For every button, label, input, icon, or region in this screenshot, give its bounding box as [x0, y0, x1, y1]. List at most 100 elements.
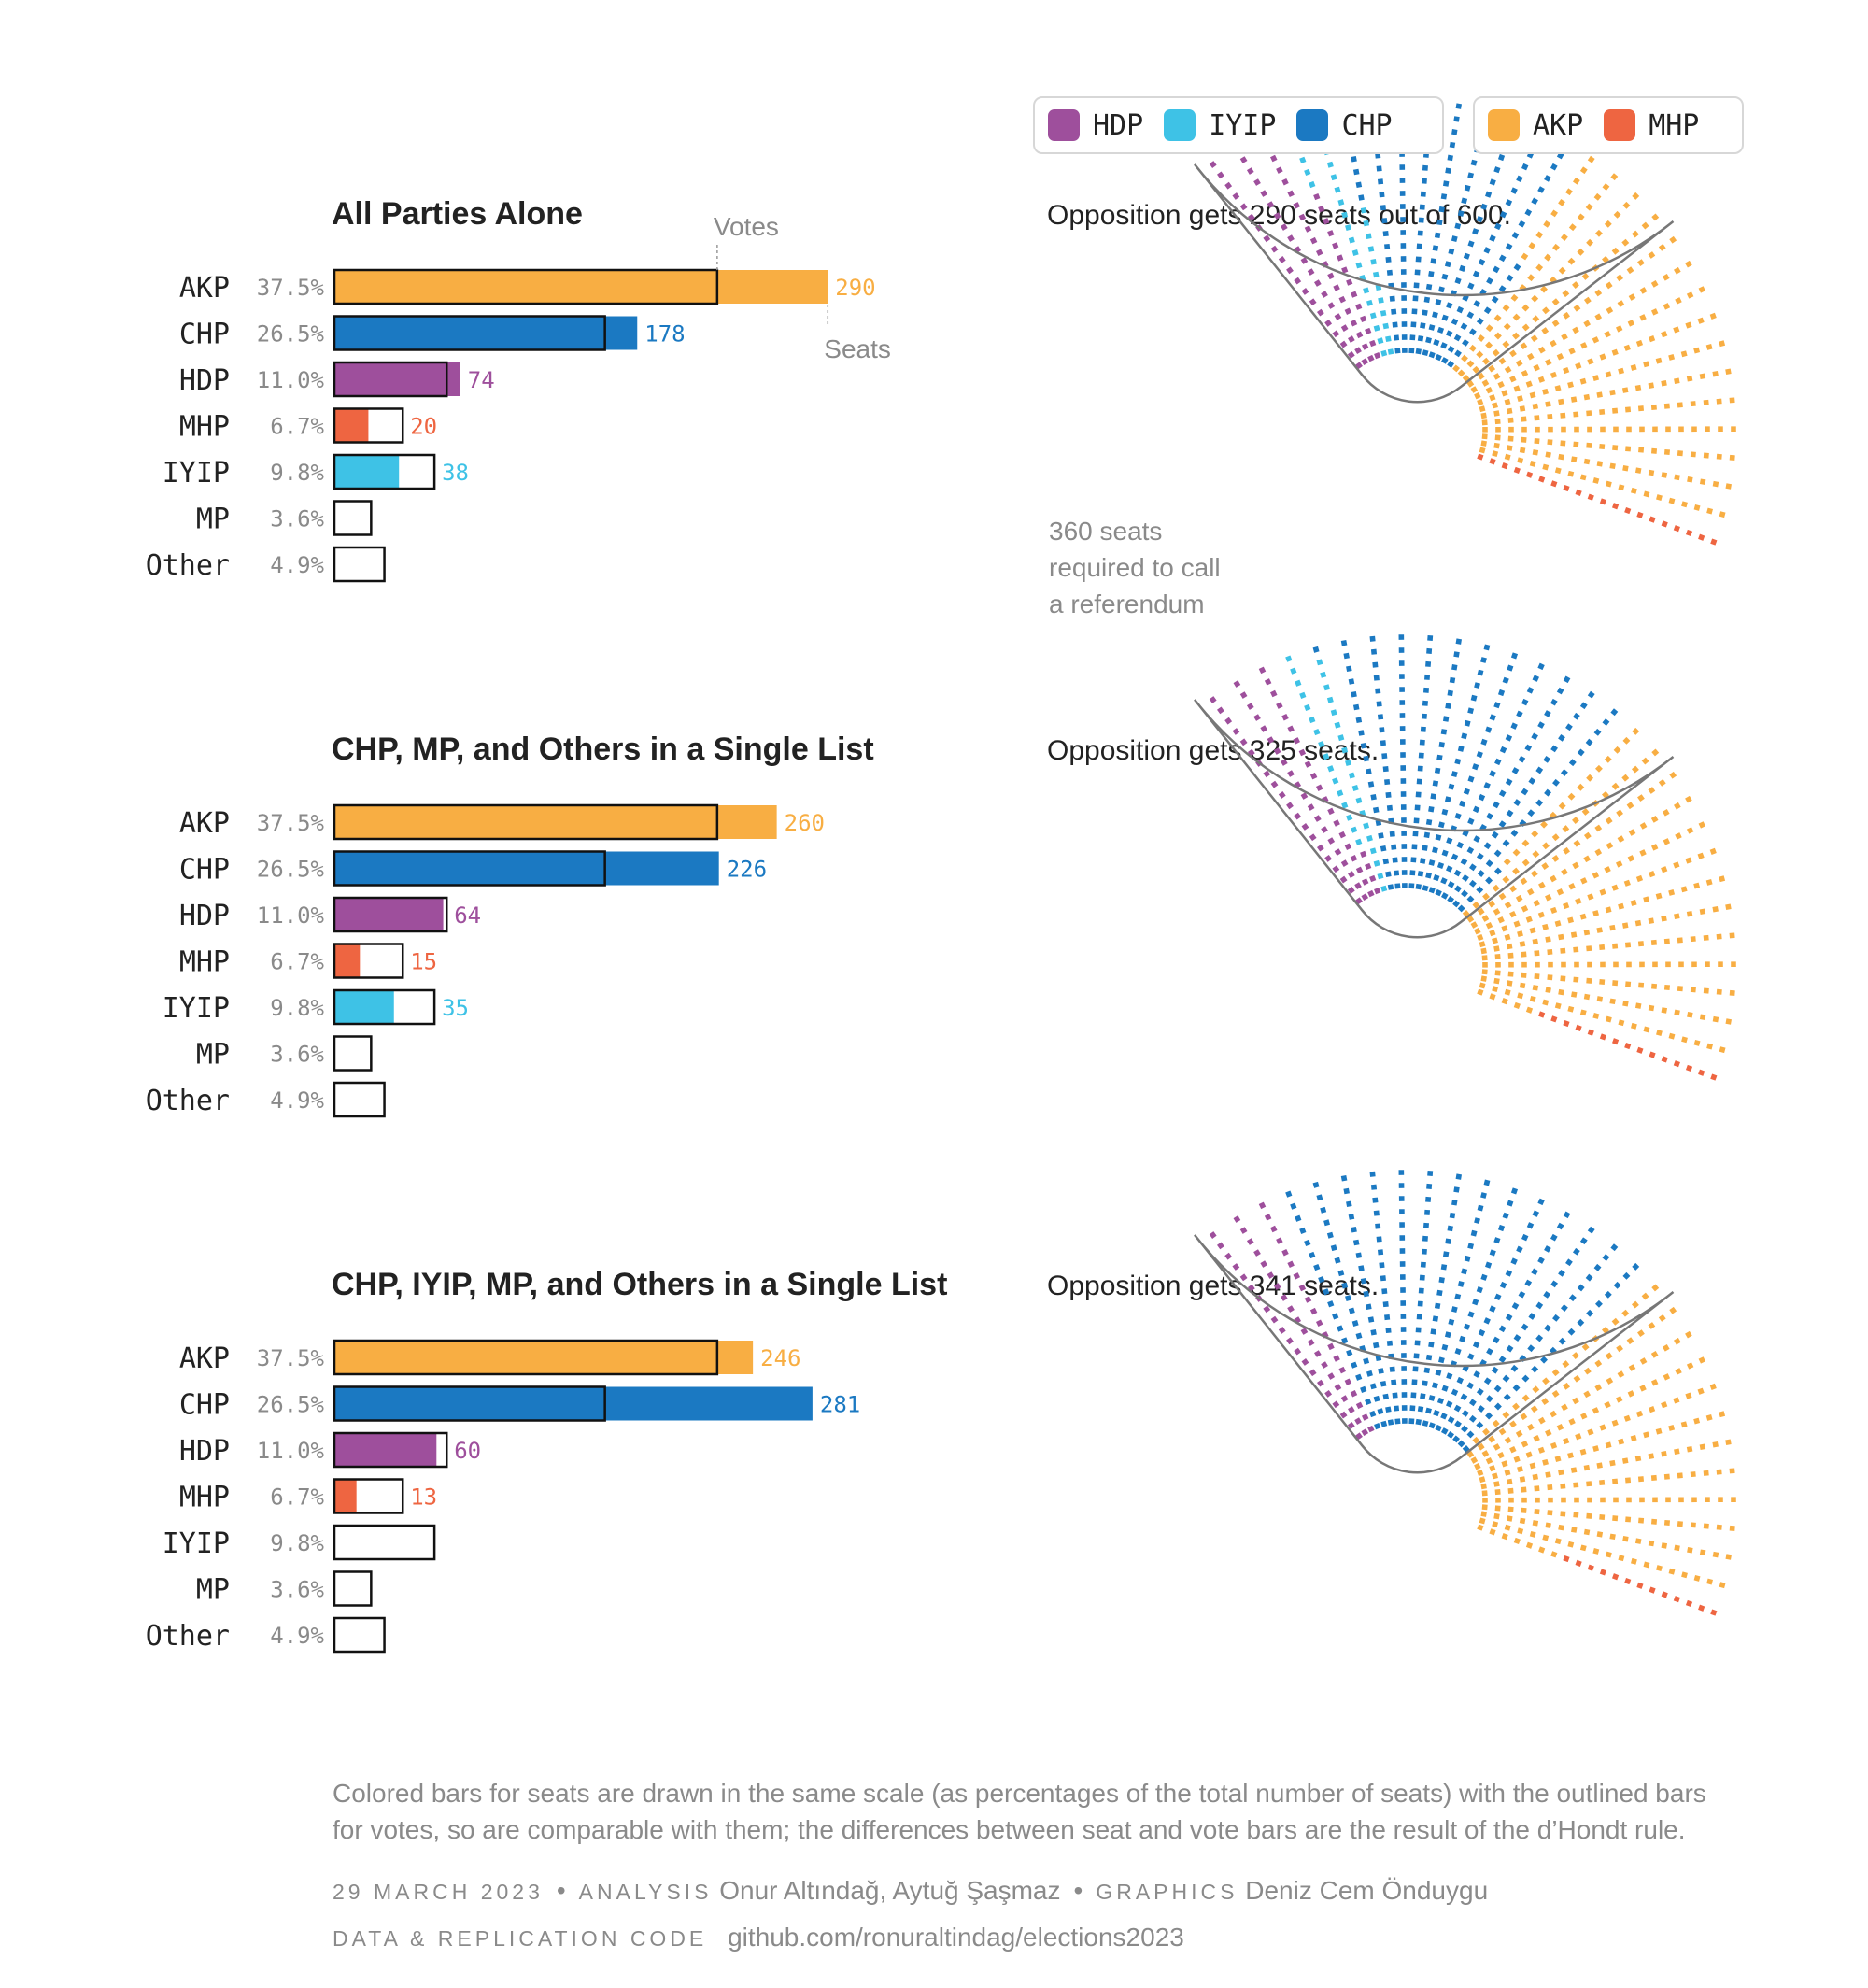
seat-dot	[1476, 1387, 1484, 1396]
seat-dot	[1563, 1437, 1570, 1445]
seat-dot	[1637, 1329, 1645, 1337]
seat-dot	[1253, 178, 1261, 186]
seat-dot	[1583, 1528, 1591, 1536]
seat-dot	[1583, 320, 1592, 328]
seat-dot	[1411, 844, 1418, 850]
seat-dot	[1494, 758, 1502, 766]
seat-dot	[1611, 348, 1619, 356]
seat-dot	[1544, 1324, 1552, 1332]
seat-dot	[1693, 1574, 1701, 1582]
seat-dot	[1636, 1582, 1644, 1589]
seat-dot	[1460, 1393, 1468, 1401]
seat-dot	[1448, 1318, 1455, 1326]
seat-dot	[1493, 1402, 1502, 1411]
seat-dot	[1673, 1596, 1680, 1603]
seat-dot	[1579, 1237, 1588, 1245]
seat-dot	[1494, 1293, 1502, 1301]
seat-dot	[1526, 1423, 1535, 1431]
seat-dot	[1300, 1328, 1309, 1335]
seat-dot	[1579, 1448, 1587, 1456]
seat-dot	[1503, 322, 1511, 331]
seat-dot	[1712, 371, 1719, 377]
seat-dot	[1592, 1445, 1600, 1452]
seat-dot	[1474, 1462, 1481, 1470]
seat-dot	[1485, 876, 1493, 885]
seat-dot	[1401, 1353, 1407, 1358]
seat-dot	[1532, 938, 1539, 945]
seat-dot	[1360, 206, 1367, 214]
seat-dot	[1592, 336, 1600, 344]
seat-dot	[1480, 1192, 1487, 1199]
seat-dot	[1382, 1301, 1389, 1308]
seat-dot	[1532, 674, 1539, 682]
seat-dot	[1309, 1251, 1316, 1259]
seat-dot	[1278, 791, 1286, 799]
seat-dot	[1556, 687, 1564, 695]
seat-dot	[1422, 1222, 1429, 1228]
seat-dot	[1506, 809, 1514, 817]
seat-dot	[1416, 243, 1422, 249]
seat-dot	[1731, 426, 1736, 432]
seat-dot	[1476, 750, 1483, 759]
seat-dot	[1560, 1511, 1566, 1517]
seat-dot	[1577, 1284, 1585, 1292]
vote-label: 26.5%	[257, 321, 325, 348]
seat-dot	[1685, 529, 1693, 537]
seat-dot	[1705, 426, 1710, 433]
seat-dot	[1482, 357, 1490, 365]
seat-dot	[1558, 1469, 1564, 1476]
seat-dot	[1462, 338, 1469, 347]
seat-dot	[1674, 913, 1680, 919]
seat-dot	[1341, 266, 1349, 274]
seat-dot	[1409, 334, 1416, 341]
legend-label-hdp: HDP	[1093, 108, 1144, 142]
seat-dot	[1323, 1219, 1331, 1227]
seat-dot	[1572, 1397, 1579, 1405]
seat-dot	[1673, 326, 1680, 334]
seat-dot	[1422, 687, 1429, 693]
seat-dot	[1521, 839, 1530, 847]
seat-dot	[1348, 335, 1355, 343]
seat-dot	[1729, 989, 1735, 996]
seat-dot	[1558, 988, 1564, 996]
seat-dot	[1572, 1247, 1580, 1256]
seat-dot	[1691, 961, 1697, 968]
seat-dot	[1482, 892, 1490, 901]
seat-dot	[1287, 234, 1295, 242]
seat-dot	[1535, 766, 1544, 774]
seat-dot	[1474, 391, 1481, 400]
seat-dot	[1615, 860, 1623, 868]
seat-dot	[1583, 1390, 1592, 1399]
seat-dot	[1441, 808, 1449, 816]
seat-dot	[1474, 682, 1480, 689]
seat-dot	[1599, 1569, 1607, 1576]
seat-dot	[1513, 385, 1521, 392]
seat-dot	[1493, 1336, 1500, 1344]
code-url[interactable]: github.com/ronuraltindag/elections2023	[728, 1923, 1184, 1952]
seat-dot	[1561, 868, 1568, 876]
seat-dot	[1385, 335, 1392, 343]
seat-dot	[1685, 1392, 1692, 1399]
seat-dot	[1561, 426, 1566, 433]
seat-dot	[1699, 1443, 1706, 1451]
seat-bar	[334, 1386, 813, 1421]
seat-dot	[1554, 385, 1562, 392]
seat-dot	[1492, 1419, 1500, 1427]
seat-dot	[1451, 129, 1458, 135]
seat-dot	[1655, 357, 1663, 364]
seat-dot	[1615, 325, 1623, 333]
seat-dot	[1681, 1036, 1688, 1044]
seat-dot	[1399, 700, 1406, 705]
seat-dot	[1616, 1344, 1624, 1353]
seat-dot	[1370, 793, 1377, 801]
seat-dot	[1412, 831, 1419, 837]
seat-dot	[1419, 739, 1425, 746]
seat-bar	[334, 316, 638, 350]
seat-dot	[1690, 936, 1696, 943]
seat-dot	[1674, 802, 1681, 810]
seat-dot	[1489, 178, 1496, 186]
seat-dot	[1650, 1379, 1659, 1386]
seat-dot	[1457, 746, 1465, 752]
seat-dot	[1594, 1359, 1603, 1368]
seat-dot	[1599, 1033, 1607, 1041]
